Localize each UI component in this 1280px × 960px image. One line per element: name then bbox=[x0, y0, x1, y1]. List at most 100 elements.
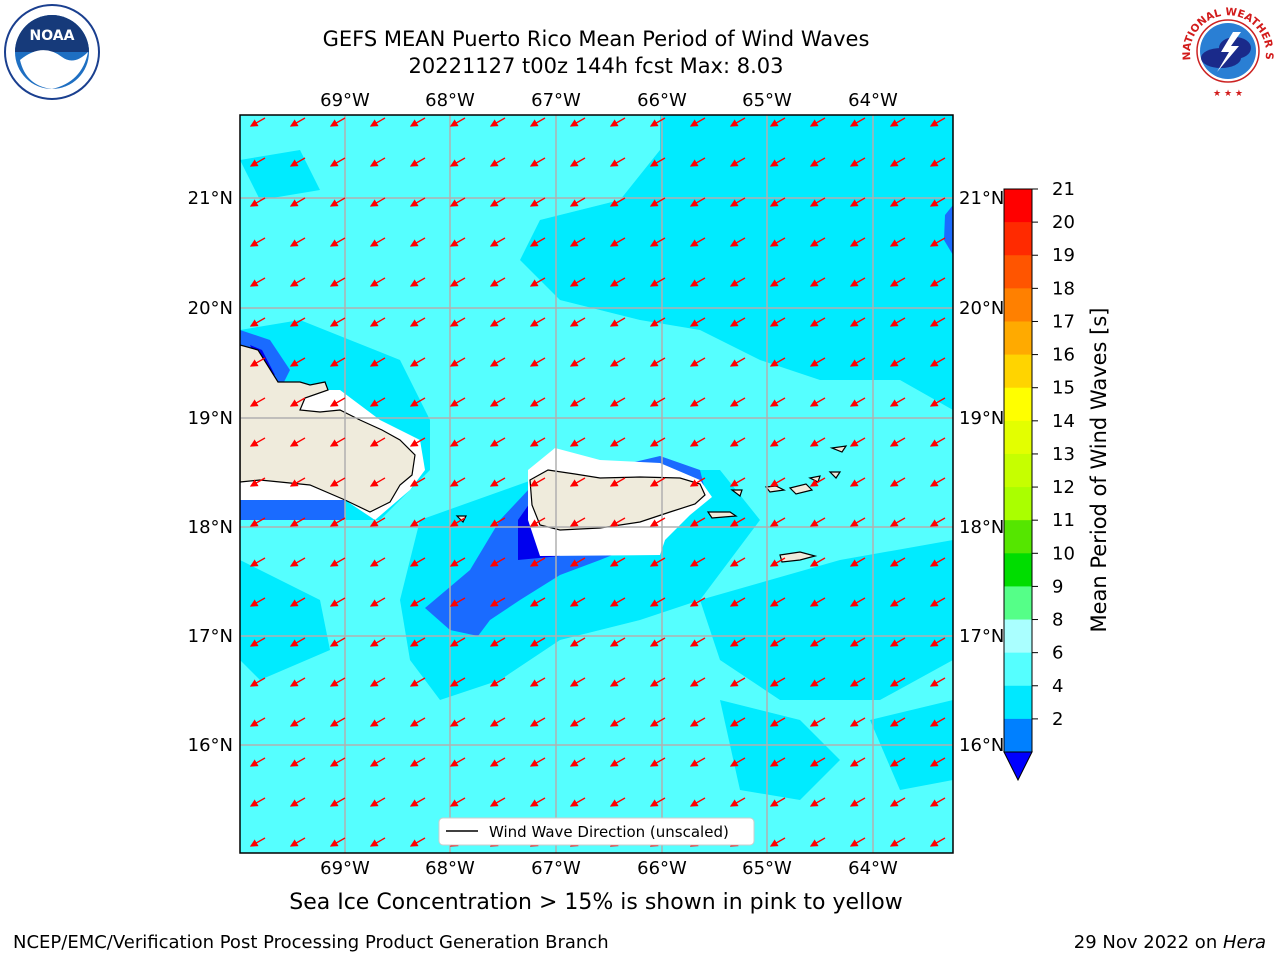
map-frame bbox=[239, 114, 954, 854]
wave-direction-arrow bbox=[329, 557, 346, 567]
wave-direction-arrow bbox=[409, 237, 426, 247]
hispaniola-land bbox=[240, 344, 416, 513]
wave-direction-arrow bbox=[809, 517, 826, 527]
wave-direction-arrow bbox=[689, 437, 706, 447]
wave-direction-arrow bbox=[369, 757, 386, 767]
wave-direction-arrow bbox=[929, 477, 946, 487]
colorbar-tick-label: 9 bbox=[1052, 576, 1063, 597]
wave-direction-arrow bbox=[729, 477, 746, 487]
wave-direction-arrow bbox=[649, 477, 666, 487]
wave-direction-arrow bbox=[329, 157, 346, 167]
wave-direction-arrow bbox=[889, 237, 906, 247]
wave-direction-arrow bbox=[369, 477, 386, 487]
wave-direction-arrow bbox=[609, 597, 626, 607]
wave-direction-arrow bbox=[689, 397, 706, 407]
wave-direction-arrow bbox=[809, 637, 826, 647]
wave-direction-arrow bbox=[729, 357, 746, 367]
wave-direction-arrow bbox=[649, 397, 666, 407]
wave-direction-arrow bbox=[849, 277, 866, 287]
wave-direction-arrow bbox=[529, 477, 546, 487]
wave-direction-arrow bbox=[609, 517, 626, 527]
wave-direction-arrow bbox=[369, 637, 386, 647]
wave-direction-arrow bbox=[809, 117, 826, 127]
wave-direction-arrow bbox=[609, 677, 626, 687]
wave-direction-arrow bbox=[489, 237, 506, 247]
wave-direction-arrow bbox=[769, 277, 786, 287]
wave-direction-arrow bbox=[289, 237, 306, 247]
wave-direction-arrow bbox=[369, 117, 386, 127]
gridlines bbox=[240, 115, 953, 853]
wave-direction-arrow bbox=[849, 797, 866, 807]
wave-direction-arrow bbox=[689, 677, 706, 687]
wave-direction-arrow bbox=[329, 637, 346, 647]
wave-direction-arrow bbox=[409, 157, 426, 167]
footer-date: 29 Nov 2022 on Hera bbox=[1074, 932, 1266, 953]
wave-direction-arrow bbox=[369, 277, 386, 287]
wave-direction-arrow bbox=[809, 357, 826, 367]
wave-direction-arrow bbox=[409, 597, 426, 607]
wave-direction-arrow bbox=[249, 357, 266, 367]
colorbar-tick-label: 4 bbox=[1052, 676, 1063, 697]
wave-direction-arrow bbox=[569, 677, 586, 687]
wave-direction-arrow bbox=[769, 797, 786, 807]
colorbar-segment bbox=[1004, 222, 1032, 256]
wave-direction-arrow bbox=[769, 597, 786, 607]
wave-direction-arrow bbox=[249, 717, 266, 727]
colorbar-segment bbox=[1004, 553, 1032, 587]
wave-direction-arrow bbox=[809, 157, 826, 167]
wave-direction-arrow bbox=[769, 677, 786, 687]
wave-direction-arrow bbox=[729, 517, 746, 527]
colorbar-tick-label: 10 bbox=[1052, 543, 1075, 564]
lon-label: 67°W bbox=[531, 858, 581, 879]
wave-direction-arrow bbox=[849, 517, 866, 527]
wave-direction-arrow bbox=[609, 797, 626, 807]
wave-direction-arrow bbox=[409, 477, 426, 487]
colorbar-segment bbox=[1004, 387, 1032, 422]
wave-direction-arrow bbox=[769, 357, 786, 367]
wave-direction-arrow bbox=[329, 437, 346, 447]
wave-direction-arrow bbox=[889, 557, 906, 567]
wave-direction-arrow bbox=[649, 437, 666, 447]
wave-direction-arrow bbox=[489, 397, 506, 407]
colorbar-label: Mean Period of Wind Waves [s] bbox=[1087, 308, 1111, 633]
wave-direction-arrow bbox=[649, 637, 666, 647]
wave-direction-arrow bbox=[289, 757, 306, 767]
wave-direction-arrow bbox=[929, 197, 946, 207]
colorbar-tick-label: 13 bbox=[1052, 444, 1075, 465]
wave-direction-arrow bbox=[649, 757, 666, 767]
wave-direction-arrow bbox=[569, 557, 586, 567]
wave-direction-arrow bbox=[329, 717, 346, 727]
wave-direction-arrow bbox=[329, 357, 346, 367]
wave-direction-arrow bbox=[489, 437, 506, 447]
wave-direction-arrow bbox=[289, 317, 306, 327]
wave-direction-arrow bbox=[849, 717, 866, 727]
lat-labels-left: 21°N 20°N 19°N 18°N 17°N 16°N bbox=[188, 188, 233, 756]
wave-direction-arrow bbox=[489, 357, 506, 367]
wave-direction-arrow bbox=[689, 317, 706, 327]
wave-direction-arrow bbox=[449, 597, 466, 607]
wave-direction-arrow bbox=[289, 557, 306, 567]
wave-direction-arrow bbox=[729, 717, 746, 727]
wave-direction-arrow bbox=[249, 677, 266, 687]
lon-label: 64°W bbox=[848, 858, 898, 879]
wave-direction-arrow bbox=[769, 557, 786, 567]
wave-direction-arrow bbox=[609, 317, 626, 327]
lon-label: 69°W bbox=[320, 858, 370, 879]
wave-direction-arrow bbox=[249, 517, 266, 527]
wave-direction-arrow bbox=[409, 197, 426, 207]
wave-direction-arrow bbox=[489, 557, 506, 567]
colorbar-tick-label: 8 bbox=[1052, 610, 1063, 631]
wave-direction-arrow bbox=[929, 437, 946, 447]
wave-direction-arrow bbox=[529, 277, 546, 287]
wave-direction-arrow bbox=[689, 117, 706, 127]
wave-direction-arrow bbox=[769, 717, 786, 727]
wave-direction-arrow bbox=[609, 757, 626, 767]
wave-direction-arrow bbox=[809, 677, 826, 687]
colorbar-segment bbox=[1004, 420, 1032, 455]
wave-direction-arrow bbox=[489, 517, 506, 527]
wave-direction-arrow bbox=[529, 637, 546, 647]
wave-direction-arrow bbox=[289, 477, 306, 487]
st-croix-land bbox=[779, 551, 818, 563]
wave-direction-arrow bbox=[369, 317, 386, 327]
lat-label: 18°N bbox=[188, 517, 233, 538]
